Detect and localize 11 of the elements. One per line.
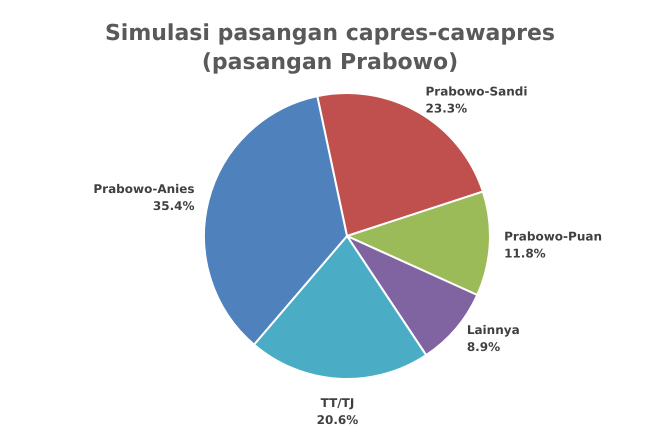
- slice-label: Lainnya: [466, 322, 520, 337]
- slice-label: Prabowo-Sandi: [426, 84, 528, 99]
- data-label: 20.6%: [316, 413, 358, 428]
- slice-label: Prabowo-Puan: [504, 230, 602, 244]
- data-label: 8.9%: [466, 340, 500, 354]
- data-label: 11.8%: [504, 246, 546, 261]
- chart-title: Simulasi pasangan capres-cawapres (pasangan Prabowo): [104, 21, 556, 75]
- slice-label: TT/TJ: [320, 396, 354, 410]
- slice-label: Prabowo-Anies: [93, 182, 195, 196]
- data-label: 23.3%: [426, 102, 468, 116]
- data-label: 35.4%: [152, 199, 195, 214]
